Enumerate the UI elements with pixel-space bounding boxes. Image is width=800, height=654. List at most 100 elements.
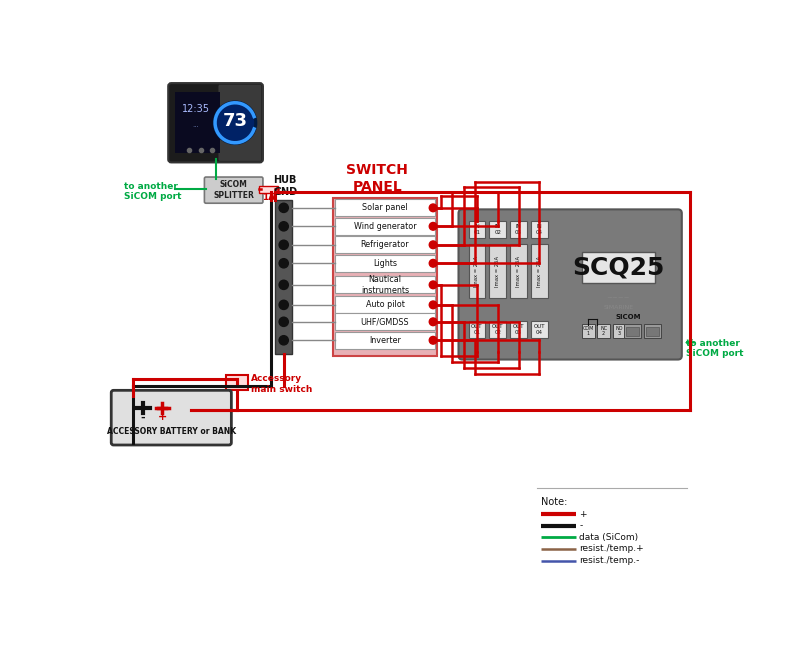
Text: IN
02: IN 02 [494, 224, 502, 235]
FancyBboxPatch shape [205, 177, 263, 203]
Text: SICOM: SICOM [615, 314, 641, 320]
Text: Accessory
main switch: Accessory main switch [250, 375, 312, 394]
Text: -: - [579, 521, 582, 530]
Bar [531, 221, 548, 238]
Bar [490, 221, 506, 238]
Circle shape [279, 240, 288, 249]
Bar [510, 221, 527, 238]
Bar [531, 244, 548, 298]
FancyBboxPatch shape [111, 390, 231, 445]
Circle shape [279, 317, 288, 326]
Text: NC
2: NC 2 [600, 326, 607, 336]
Bar [334, 255, 435, 272]
Text: SIMARINE: SIMARINE [603, 305, 634, 310]
Text: resist./temp.-: resist./temp.- [579, 556, 640, 565]
Bar [624, 324, 641, 338]
Circle shape [279, 300, 288, 309]
Text: resist./temp.+: resist./temp.+ [579, 544, 644, 553]
Text: UHF/GMDSS: UHF/GMDSS [361, 317, 410, 326]
Bar [510, 321, 527, 338]
Text: Imax = 25A: Imax = 25A [474, 256, 479, 286]
Bar [510, 244, 527, 298]
Text: +: + [579, 510, 587, 519]
Bar [469, 244, 486, 298]
Circle shape [430, 281, 437, 288]
Bar [469, 221, 486, 238]
Bar [334, 218, 435, 235]
Bar [334, 277, 435, 293]
Bar [334, 199, 435, 216]
Text: -: - [141, 412, 145, 422]
Text: Nautical
instruments: Nautical instruments [361, 275, 409, 294]
Bar [613, 324, 626, 338]
Text: Auto pilot: Auto pilot [366, 300, 405, 309]
Bar [490, 321, 506, 338]
Circle shape [214, 101, 257, 145]
Text: HUB
GND: HUB GND [273, 175, 298, 197]
Bar [333, 198, 437, 356]
Circle shape [279, 203, 288, 213]
Text: Refrigerator: Refrigerator [361, 240, 410, 249]
Circle shape [430, 318, 437, 326]
Circle shape [430, 260, 437, 267]
Circle shape [430, 222, 437, 230]
Circle shape [430, 301, 437, 309]
Text: Imax = 25A: Imax = 25A [495, 256, 500, 286]
Circle shape [430, 336, 437, 344]
Bar [490, 244, 506, 298]
Text: OUT
02: OUT 02 [492, 324, 503, 335]
Circle shape [430, 241, 437, 249]
Text: to another
SiCOM port: to another SiCOM port [123, 182, 181, 201]
Bar [175, 92, 220, 153]
Text: to another
SiCOM port: to another SiCOM port [686, 339, 743, 358]
Circle shape [279, 259, 288, 268]
Bar [334, 296, 435, 313]
Bar [531, 321, 548, 338]
Text: COM
1: COM 1 [582, 326, 594, 336]
Circle shape [279, 336, 288, 345]
Text: ACCESSORY BATTERY or BANK: ACCESSORY BATTERY or BANK [106, 426, 236, 436]
Text: 1A: 1A [262, 192, 275, 201]
Text: SWITCH
PANEL: SWITCH PANEL [346, 164, 408, 194]
Bar [334, 313, 435, 330]
Bar [259, 186, 278, 193]
Circle shape [279, 222, 288, 231]
Text: Inverter: Inverter [369, 336, 401, 345]
Bar [469, 321, 486, 338]
Text: SCQ25: SCQ25 [572, 255, 665, 279]
Bar [334, 332, 435, 349]
Text: IN
04: IN 04 [536, 224, 543, 235]
Text: SiCOM
SPLITTER: SiCOM SPLITTER [214, 181, 254, 200]
Bar [626, 327, 638, 336]
Text: IN
03: IN 03 [515, 224, 522, 235]
Text: Imax = 25A: Imax = 25A [516, 256, 521, 286]
Text: Lights: Lights [373, 259, 397, 267]
Bar [226, 375, 247, 390]
Bar [646, 327, 658, 336]
Text: Imax = 25A: Imax = 25A [537, 256, 542, 286]
FancyBboxPatch shape [458, 209, 682, 360]
Bar [597, 324, 610, 338]
Bar [644, 324, 661, 338]
Text: NO
3: NO 3 [615, 326, 623, 336]
Text: Solar panel: Solar panel [362, 203, 408, 213]
Text: OUT
01: OUT 01 [471, 324, 482, 335]
Bar [334, 236, 435, 253]
Text: ~~~~: ~~~~ [606, 295, 630, 301]
Text: data (SiCom): data (SiCom) [579, 533, 638, 542]
Text: Wind generator: Wind generator [354, 222, 416, 231]
Bar [582, 324, 595, 338]
Circle shape [217, 104, 254, 141]
Circle shape [279, 280, 288, 290]
Text: Note:: Note: [541, 497, 567, 507]
Text: OUT
03: OUT 03 [513, 324, 524, 335]
Text: OUT
04: OUT 04 [534, 324, 545, 335]
Circle shape [430, 204, 437, 212]
Text: 73: 73 [222, 112, 247, 130]
Bar [582, 252, 655, 283]
Text: +: + [158, 412, 166, 422]
Text: ...: ... [193, 122, 199, 128]
FancyBboxPatch shape [218, 84, 262, 161]
Bar [275, 200, 292, 354]
FancyBboxPatch shape [168, 83, 263, 162]
